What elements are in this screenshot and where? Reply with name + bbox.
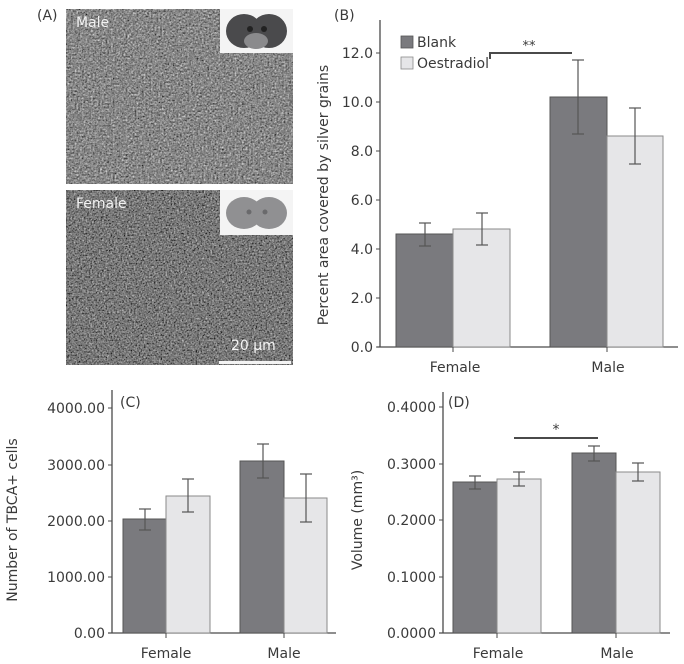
bar-b-male-blank xyxy=(549,96,608,348)
svg-text:6.0: 6.0 xyxy=(351,193,373,209)
female-section-inset xyxy=(220,190,293,235)
svg-text:10.0: 10.0 xyxy=(342,95,373,111)
svg-text:0.2000: 0.2000 xyxy=(387,513,436,529)
chart-c: (C) Number of TBCA+ cells 0.00 1000.00 2… xyxy=(5,390,336,662)
chart-c-yticks: 0.00 1000.00 2000.00 3000.00 4000.00 xyxy=(47,401,112,642)
chart-b-xlabel-male: Male xyxy=(591,360,624,375)
chart-d-xlabel-female: Female xyxy=(473,646,524,662)
bar-d-female-oestradiol xyxy=(496,478,542,634)
chart-d-significance-star: * xyxy=(553,422,560,438)
female-micrograph: Female 20 µm xyxy=(66,190,293,365)
bar-d-male-blank xyxy=(571,452,617,634)
chart-d: (D) Volume (mm³) 0.0000 0.1000 0.2000 0.… xyxy=(350,392,670,662)
svg-text:0.3000: 0.3000 xyxy=(387,457,436,473)
chart-d-error-bars xyxy=(469,445,644,490)
male-label: Male xyxy=(76,15,110,31)
panel-a-label: (A) xyxy=(37,8,58,24)
svg-text:4000.00: 4000.00 xyxy=(47,401,105,417)
svg-text:2.0: 2.0 xyxy=(351,291,373,307)
bar-c-female-blank xyxy=(122,518,167,634)
svg-text:0.4000: 0.4000 xyxy=(387,400,436,416)
bar-c-female-oestradiol xyxy=(165,495,211,634)
legend-label-blank: Blank xyxy=(417,35,457,51)
legend: Blank Oestradiol xyxy=(400,35,489,72)
chart-d-yticks: 0.0000 0.1000 0.2000 0.3000 0.4000 xyxy=(387,400,443,642)
svg-text:0.0000: 0.0000 xyxy=(387,626,436,642)
bar-c-male-blank xyxy=(239,460,285,634)
male-section-inset xyxy=(220,9,293,53)
bar-d-male-oestradiol xyxy=(615,471,661,634)
panel-b-label: (B) xyxy=(334,8,355,24)
chart-b-error-bars xyxy=(419,59,641,247)
chart-d-ylabel: Volume (mm³) xyxy=(350,470,366,570)
male-micrograph: Male xyxy=(66,9,293,184)
bar-d-female-blank xyxy=(452,481,498,634)
legend-label-oestradiol: Oestradiol xyxy=(417,56,489,72)
svg-text:1000.00: 1000.00 xyxy=(47,570,105,586)
svg-text:3000.00: 3000.00 xyxy=(47,458,105,474)
scale-bar-label: 20 µm xyxy=(231,338,276,354)
chart-b-xlabel-female: Female xyxy=(430,360,481,375)
bar-b-female-oestradiol xyxy=(452,228,511,348)
chart-b-significance-bar xyxy=(489,52,572,59)
chart-c-xlabel-female: Female xyxy=(141,646,192,662)
chart-c-ylabel: Number of TBCA+ cells xyxy=(5,438,21,601)
brain-section-icon xyxy=(226,197,287,229)
scale-bar xyxy=(219,361,291,364)
panel-c-label: (C) xyxy=(120,395,141,411)
svg-text:12.0: 12.0 xyxy=(342,46,373,62)
chart-b-significance-stars: ** xyxy=(523,39,537,54)
svg-text:8.0: 8.0 xyxy=(351,144,373,160)
legend-swatch-oestradiol xyxy=(400,56,414,70)
svg-text:0.1000: 0.1000 xyxy=(387,570,436,586)
chart-d-xlabel-male: Male xyxy=(600,646,633,662)
svg-text:2000.00: 2000.00 xyxy=(47,514,105,530)
svg-text:4.0: 4.0 xyxy=(351,242,373,258)
bar-b-male-oestradiol xyxy=(606,135,664,348)
chart-c-xlabel-male: Male xyxy=(267,646,300,662)
chart-c-error-bars xyxy=(139,443,312,531)
bar-b-female-blank xyxy=(395,233,454,348)
panel-d-label: (D) xyxy=(448,395,470,411)
female-label: Female xyxy=(76,196,127,212)
chart-b: Percent area covered by silver grains 0.… xyxy=(316,20,678,375)
svg-text:0.00: 0.00 xyxy=(74,626,105,642)
brain-section-icon xyxy=(226,14,287,49)
svg-text:0.0: 0.0 xyxy=(351,340,373,356)
legend-swatch-blank xyxy=(400,35,414,49)
chart-b-ylabel: Percent area covered by silver grains xyxy=(316,65,332,325)
chart-b-yticks: 0.0 2.0 4.0 6.0 8.0 10.0 12.0 xyxy=(342,46,380,356)
